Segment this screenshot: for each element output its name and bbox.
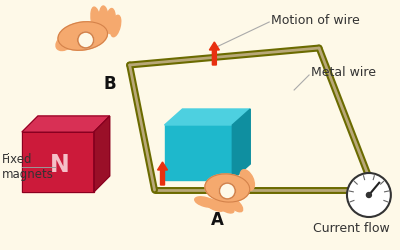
Bar — [164, 125, 232, 180]
FancyArrow shape — [158, 162, 168, 185]
Circle shape — [347, 173, 391, 217]
Text: A: A — [211, 211, 224, 229]
Polygon shape — [164, 109, 250, 125]
Ellipse shape — [110, 15, 121, 37]
Polygon shape — [22, 116, 110, 132]
Ellipse shape — [99, 6, 108, 32]
Text: Fixed
magnets: Fixed magnets — [2, 153, 54, 181]
Ellipse shape — [226, 196, 243, 212]
Polygon shape — [94, 116, 110, 192]
Circle shape — [78, 32, 94, 48]
Circle shape — [219, 183, 235, 199]
Circle shape — [366, 192, 372, 198]
Polygon shape — [232, 109, 250, 180]
Text: Motion of wire: Motion of wire — [271, 14, 360, 26]
Ellipse shape — [58, 22, 108, 50]
Ellipse shape — [56, 34, 76, 50]
Ellipse shape — [240, 170, 254, 190]
Ellipse shape — [215, 199, 234, 213]
FancyArrow shape — [209, 42, 219, 65]
Ellipse shape — [91, 7, 100, 33]
Text: B: B — [103, 75, 116, 93]
Text: Metal wire: Metal wire — [311, 66, 376, 80]
Ellipse shape — [205, 174, 250, 202]
Ellipse shape — [204, 199, 224, 211]
Text: Current flow: Current flow — [312, 222, 389, 234]
Text: N: N — [50, 153, 70, 177]
Ellipse shape — [195, 197, 216, 207]
Ellipse shape — [106, 8, 115, 34]
Bar — [22, 132, 94, 192]
